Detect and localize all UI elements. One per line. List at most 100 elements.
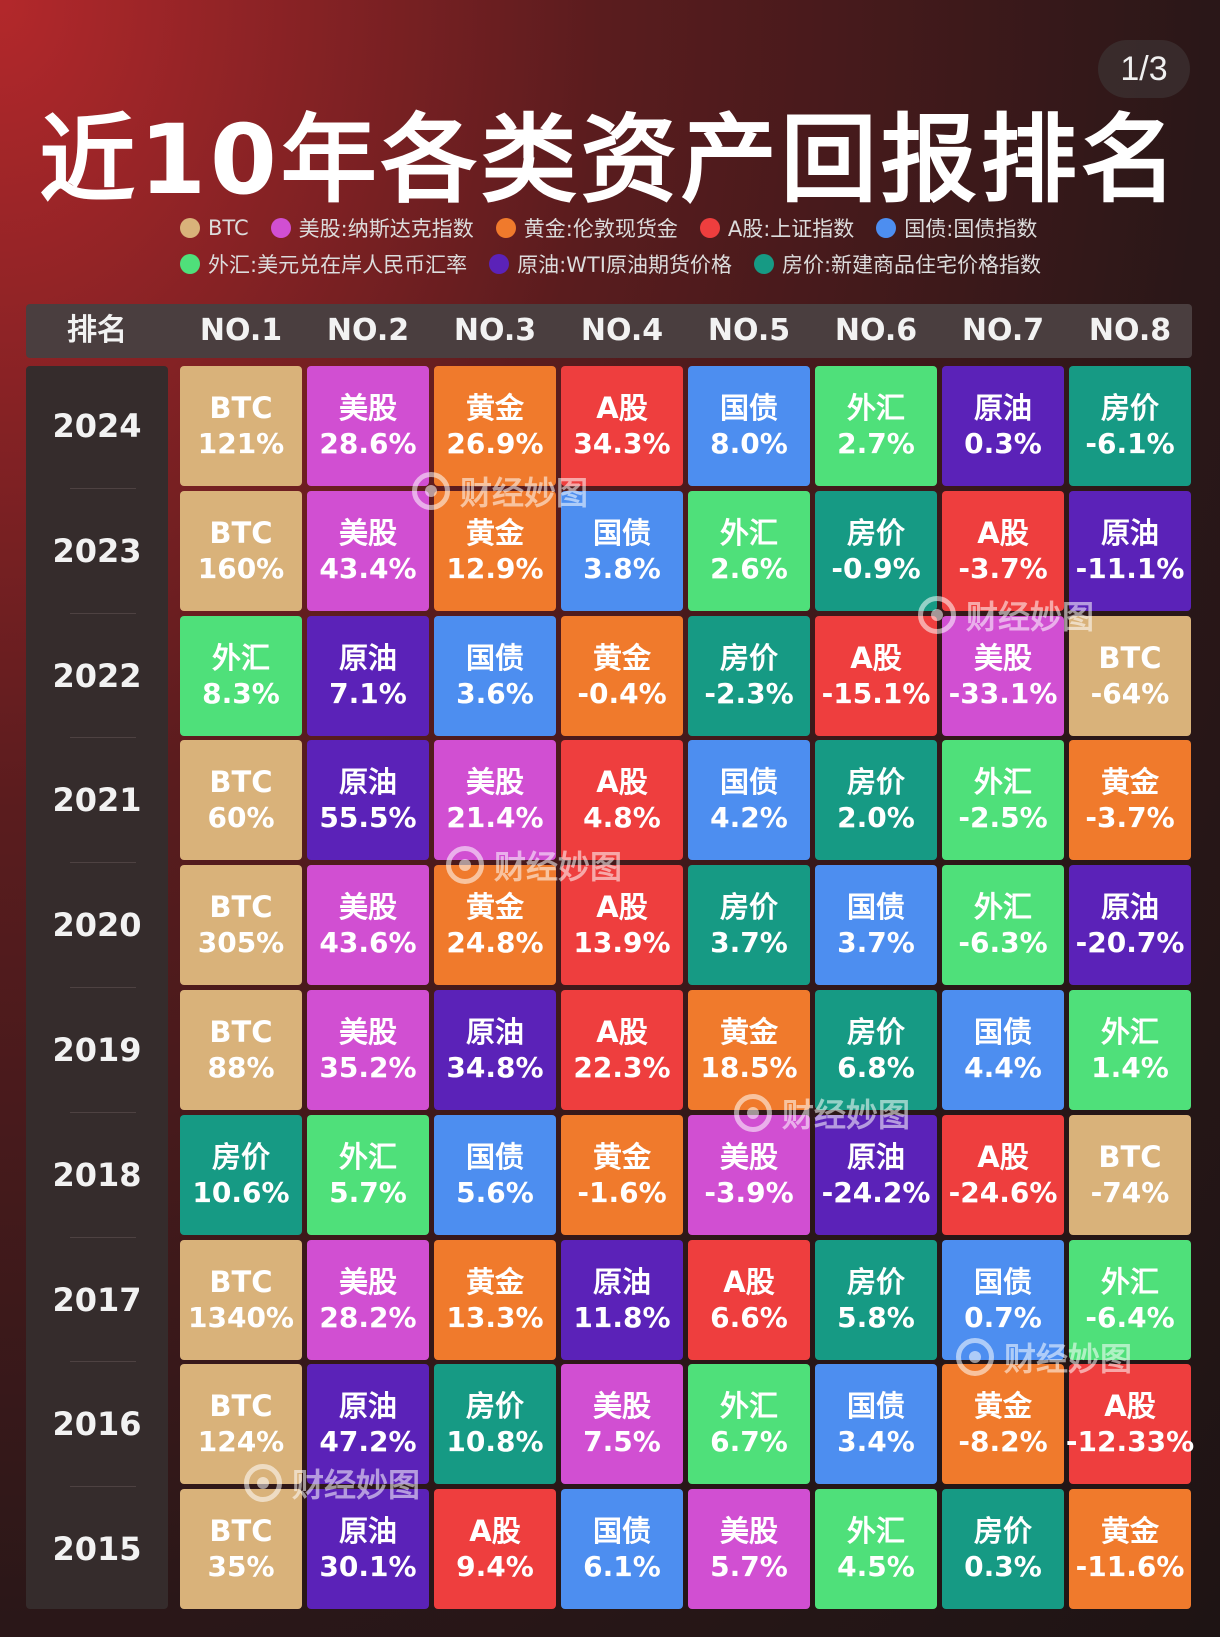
return-value: -2.3%	[704, 676, 794, 710]
asset-name: 外汇	[1100, 1015, 1159, 1049]
asset-name: 房价	[719, 890, 778, 925]
return-cell: 外汇 1.4%	[1069, 990, 1191, 1110]
return-cell: 原油 7.1%	[307, 615, 429, 736]
return-cell: 房价 3.7%	[688, 865, 810, 986]
asset-name: 原油	[592, 1264, 651, 1299]
year-separator	[70, 1486, 136, 1488]
return-value: 1.4%	[1091, 1051, 1169, 1084]
return-value: 3.8%	[583, 551, 661, 585]
asset-name: A股	[469, 1514, 521, 1549]
asset-name: 原油	[465, 1015, 524, 1049]
return-cell: A股 -12.33%	[1066, 1364, 1194, 1485]
return-cell: BTC 160%	[180, 490, 302, 611]
asset-name: 美股	[338, 1015, 397, 1049]
return-cell: A股 34.3%	[561, 366, 683, 486]
legend-label: 房价:新建商品住宅价格指数	[781, 253, 1042, 277]
return-cell: BTC 1340%	[180, 1239, 302, 1360]
legend-item: 房价:新建商品住宅价格指数	[753, 249, 1042, 279]
watermark-logo-icon	[244, 1464, 282, 1502]
asset-name: 外汇	[211, 640, 270, 675]
return-cell: A股 -3.7%	[942, 490, 1064, 611]
watermark: 财经妙图	[446, 842, 622, 888]
return-value: 60%	[207, 801, 275, 835]
asset-name: 国债	[719, 765, 778, 800]
return-cell: 国债 4.4%	[942, 990, 1064, 1110]
asset-name: 原油	[338, 765, 397, 800]
return-value: 1340%	[188, 1300, 294, 1334]
year-separator	[70, 1236, 136, 1238]
return-cell: 国债 5.6%	[434, 1114, 556, 1235]
return-value: 3.7%	[710, 926, 788, 960]
watermark: 财经妙图	[918, 592, 1094, 638]
asset-name: 房价	[719, 640, 778, 675]
return-value: 10.8%	[446, 1425, 544, 1459]
return-cell: 外汇 6.7%	[688, 1364, 810, 1485]
header-rank-6: NO.6	[834, 313, 918, 348]
year-label: 2019	[52, 1031, 142, 1069]
year-separator	[70, 737, 136, 739]
watermark-logo-icon	[446, 846, 484, 884]
return-value: 13.3%	[446, 1300, 544, 1334]
legend-label: 国债:国债指数	[904, 217, 1038, 241]
legend-label: A股:上证指数	[727, 217, 855, 241]
asset-name: A股	[596, 1015, 648, 1049]
return-cell: 原油 -11.1%	[1069, 490, 1191, 611]
year-label: 2021	[52, 781, 142, 820]
return-value: 6.6%	[710, 1300, 788, 1334]
asset-name: 美股	[338, 515, 397, 550]
watermark-logo-icon	[412, 472, 450, 510]
return-cell: 黄金 12.9%	[434, 490, 556, 611]
asset-name: 房价	[211, 1139, 270, 1174]
page-indicator[interactable]: 1/3	[1098, 40, 1190, 98]
return-value: 34.3%	[573, 427, 671, 460]
return-value: 2.6%	[710, 551, 788, 585]
legend-label: 美股:纳斯达克指数	[298, 217, 474, 241]
return-cell: 外汇 8.3%	[180, 615, 302, 736]
year-label: 2024	[52, 407, 142, 445]
return-cell: 黄金 -8.2%	[942, 1364, 1064, 1485]
watermark-logo-icon	[734, 1094, 772, 1132]
return-cell: 房价 10.6%	[180, 1114, 302, 1235]
return-value: 10.6%	[192, 1175, 290, 1209]
legend-swatch	[180, 254, 200, 274]
return-value: 5.6%	[456, 1175, 534, 1209]
asset-name: 美股	[719, 1139, 778, 1174]
year-separator	[70, 862, 136, 864]
return-value: 43.4%	[319, 551, 417, 585]
legend-item: A股:上证指数	[699, 213, 855, 243]
return-cell: 国债 6.1%	[561, 1489, 683, 1610]
return-value: 4.5%	[837, 1550, 915, 1584]
page-title: 近10年各类资产回报排名	[39, 104, 1181, 216]
asset-name: 黄金	[719, 1015, 778, 1049]
asset-name: A股	[1104, 1389, 1156, 1424]
return-cell: A股 -24.6%	[942, 1114, 1064, 1235]
watermark-text: 财经妙图	[966, 598, 1095, 636]
return-cell: 原油 11.8%	[561, 1239, 683, 1360]
asset-name: 房价	[846, 1264, 905, 1299]
return-cell: 国债 3.7%	[815, 865, 937, 986]
header-rank-1: NO.1	[199, 313, 283, 348]
return-value: 26.9%	[446, 427, 544, 460]
return-value: 3.7%	[837, 926, 915, 960]
return-cell: 黄金 18.5%	[688, 990, 810, 1110]
header-rank-2: NO.2	[326, 313, 410, 348]
legend-item: 美股:纳斯达克指数	[270, 213, 474, 243]
return-value: 9.4%	[456, 1550, 534, 1584]
asset-name: 房价	[465, 1389, 524, 1424]
return-cell: 美股 43.4%	[307, 490, 429, 611]
return-cell: 黄金 -11.6%	[1069, 1489, 1191, 1610]
asset-name: 国债	[465, 640, 524, 675]
return-value: 47.2%	[319, 1425, 417, 1459]
asset-name: 外汇	[719, 1389, 778, 1424]
return-cell: 外汇 -6.4%	[1069, 1239, 1191, 1360]
return-value: 5.7%	[329, 1175, 407, 1209]
return-value: 4.2%	[710, 801, 788, 835]
asset-name: 原油	[1100, 890, 1159, 925]
asset-name: 房价	[846, 1015, 905, 1049]
return-value: 28.6%	[319, 427, 417, 460]
watermark-text: 财经妙图	[1004, 1340, 1133, 1378]
return-value: -6.3%	[958, 926, 1048, 960]
return-value: 30.1%	[319, 1550, 417, 1584]
legend-item: 原油:WTI原油期货价格	[489, 249, 732, 279]
return-cell: 房价 -6.1%	[1069, 366, 1191, 486]
